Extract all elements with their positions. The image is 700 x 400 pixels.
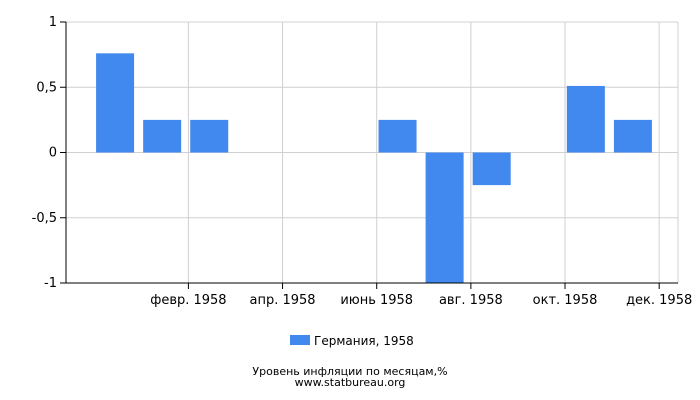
bars [96,53,652,283]
x-tick-label: февр. 1958 [150,293,226,308]
x-axis-ticks: февр. 1958 апр. 1958 июнь 1958 авг. 1958 окт… [150,283,692,308]
y-tick-label: -1 [44,276,57,291]
x-tick-label: авг. 1958 [439,293,503,308]
y-tick-label: 0 [49,146,57,161]
bar [378,119,417,153]
source-url: www.statbureau.org [295,376,406,389]
chart-caption: Уровень инфляции по месяцам,% [252,365,447,378]
bar [566,85,605,153]
legend-label: Германия, 1958 [314,334,414,348]
y-axis-ticks: -1 -0,5 0 0,5 1 [32,15,66,291]
y-tick-label: 1 [49,15,57,30]
bar [472,152,511,186]
x-tick-label: апр. 1958 [250,293,316,308]
y-tick-label: -0,5 [32,211,57,226]
bar [613,119,652,153]
legend: Германия, 1958 [290,334,414,348]
bar [190,119,229,153]
x-tick-label: июнь 1958 [340,293,413,308]
bar [425,152,464,283]
bar [143,119,182,153]
y-tick-label: 0,5 [36,80,57,95]
x-tick-label: окт. 1958 [533,293,598,308]
bar [96,53,135,153]
x-tick-label: дек. 1958 [626,293,692,308]
legend-swatch [290,335,310,345]
